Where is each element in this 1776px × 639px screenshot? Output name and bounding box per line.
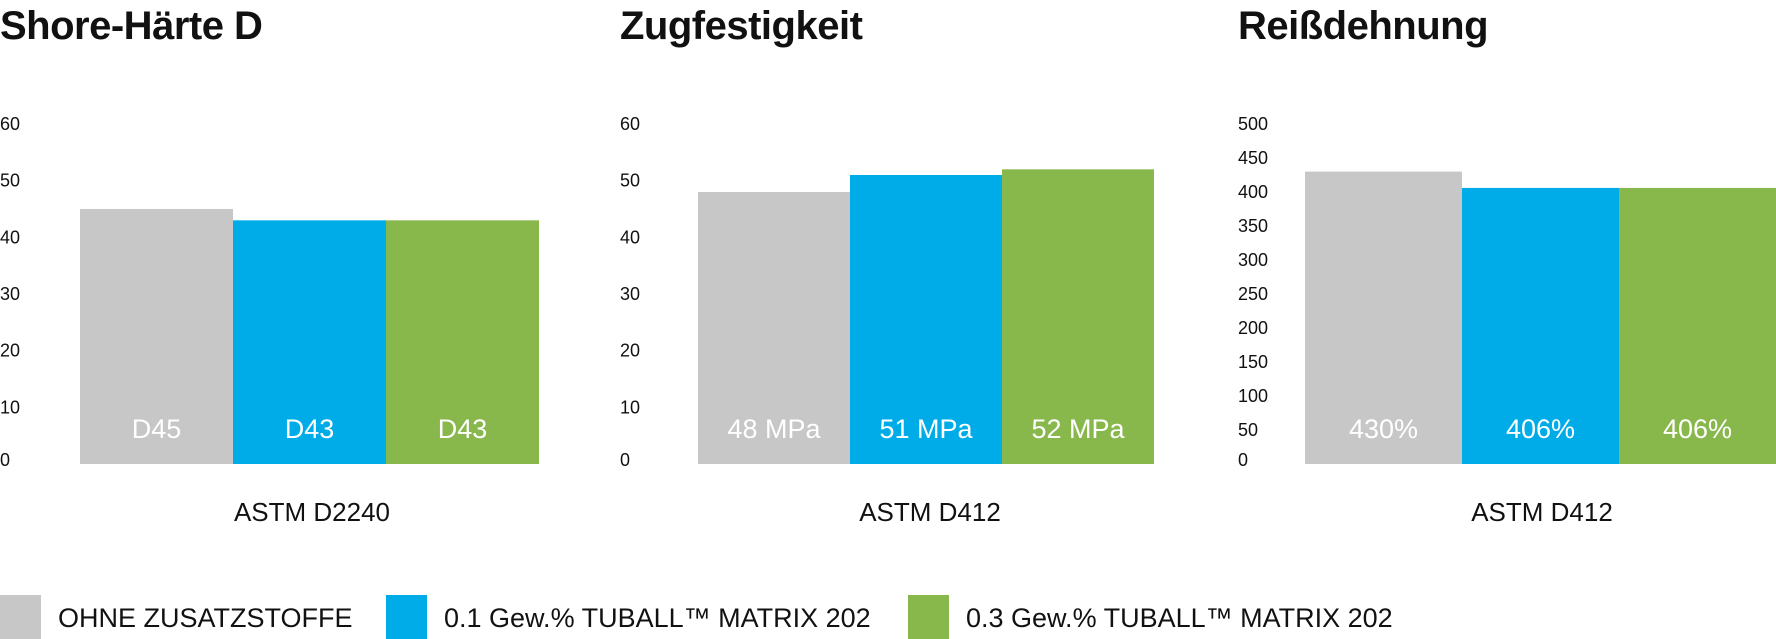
chart-panel-zugfestigkeit: Zugfestigkeit 0 10 20 30 40 50 60 48 MPa 51 MPa 5…: [620, 0, 1180, 540]
y-tick-label: 250: [1238, 284, 1268, 304]
y-tick-label: 50: [1238, 420, 1258, 440]
bar-chart: 0 10 20 30 40 50 60 48 MPa 51 MPa 52 MPa: [620, 114, 1154, 470]
x-axis-label: ASTM D412: [1471, 497, 1613, 527]
bar: [850, 175, 1002, 464]
bar-value-label: 406%: [1663, 414, 1732, 444]
y-tick-label: 40: [620, 227, 640, 247]
y-tick-label: 200: [1238, 318, 1268, 338]
y-tick-label: 450: [1238, 148, 1268, 168]
y-tick-label: 100: [1238, 386, 1268, 406]
x-axis-label: ASTM D2240: [233, 497, 391, 527]
bar: [1305, 171, 1462, 464]
bar-value-label: D43: [285, 414, 335, 444]
bar-value-label: 406%: [1506, 414, 1575, 444]
y-tick-label: 10: [620, 397, 640, 417]
y-tick-label: 150: [1238, 352, 1268, 372]
bar-value-label: 52 MPa: [1031, 414, 1125, 444]
chart-panel-shore-haerte: Shore-Härte D 0 10 20 30 40 50 60 D45 D43 D43 AST…: [0, 0, 560, 540]
legend-label: 0.1 Gew.% TUBALL™ MATRIX 202: [444, 603, 871, 633]
y-tick-label: 0: [0, 450, 10, 470]
y-tick-label: 0: [1238, 450, 1248, 470]
x-axis-label: ASTM D412: [859, 497, 1001, 527]
bar-value-label: 51 MPa: [879, 414, 973, 444]
chart-title: Zugfestigkeit: [620, 4, 863, 48]
y-tick-label: 20: [0, 341, 20, 361]
bar: [386, 220, 539, 464]
chart-title: Reißdehnung: [1238, 4, 1489, 48]
bar-value-label: 48 MPa: [727, 414, 821, 444]
bar: [1619, 187, 1776, 465]
y-tick-label: 30: [620, 284, 640, 304]
y-tick-label: 300: [1238, 250, 1268, 270]
bar-chart: 0 10 20 30 40 50 60 D45 D43 D43: [0, 114, 539, 470]
legend-swatch: [908, 595, 949, 639]
y-tick-label: 30: [0, 284, 20, 304]
y-tick-label: 350: [1238, 216, 1268, 236]
y-tick-label: 50: [620, 171, 640, 191]
legend-label: 0.3 Gew.% TUBALL™ MATRIX 202: [966, 603, 1393, 633]
y-tick-label: 50: [0, 171, 20, 191]
bar-value-label: D45: [132, 414, 182, 444]
bar: [233, 220, 386, 464]
chart-panel-reissdehnung: Reißdehnung 0 50 100 150 200 250 300 350 400 450 5…: [1238, 0, 1776, 540]
bar: [80, 209, 233, 464]
bar: [1002, 169, 1154, 465]
y-tick-label: 20: [620, 341, 640, 361]
legend-swatch: [0, 595, 41, 639]
bar-chart: 0 50 100 150 200 250 300 350 400 450 500 430% 406% 40…: [1238, 114, 1776, 470]
y-tick-label: 60: [620, 114, 640, 134]
y-tick-label: 0: [620, 450, 630, 470]
y-tick-label: 500: [1238, 114, 1268, 134]
legend-swatch: [386, 595, 427, 639]
bar-value-label: 430%: [1349, 414, 1418, 444]
y-tick-label: 10: [0, 397, 20, 417]
bar: [1462, 187, 1619, 465]
bar-value-label: D43: [438, 414, 488, 444]
bar: [698, 192, 850, 464]
chart-title: Shore-Härte D: [0, 4, 263, 48]
y-tick-label: 40: [0, 227, 20, 247]
legend-label: OHNE ZUSATZSTOFFE: [58, 603, 353, 633]
y-tick-label: 400: [1238, 182, 1268, 202]
y-tick-label: 60: [0, 114, 20, 134]
